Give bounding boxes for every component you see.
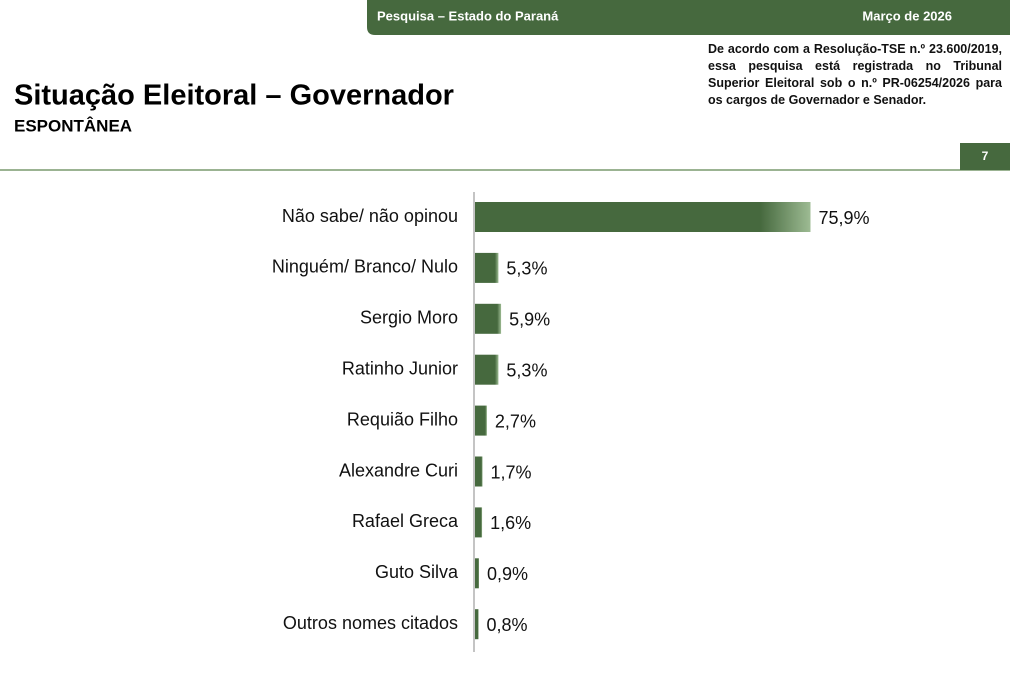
value-label: 5,3% — [506, 259, 547, 279]
bar — [475, 405, 487, 436]
page-number: 7 — [982, 149, 989, 163]
category-label: Alexandre Curi — [339, 460, 458, 480]
bar — [475, 507, 483, 538]
registration-note: De acordo com a Resolução-TSE n.º 23.600… — [708, 42, 1002, 107]
value-label: 5,9% — [509, 310, 550, 330]
bar — [475, 303, 502, 334]
category-label: Guto Silva — [375, 562, 459, 582]
bar — [475, 558, 479, 589]
category-label: Ratinho Junior — [342, 358, 458, 378]
value-label: 75,9% — [818, 208, 869, 228]
bar — [475, 202, 811, 232]
category-label: Não sabe/ não opinou — [282, 206, 458, 226]
category-label: Requião Filho — [347, 409, 458, 429]
chart-title: Situação Eleitoral – Governador — [14, 80, 454, 112]
page-box — [960, 143, 1010, 170]
category-label: Sergio Moro — [360, 308, 458, 328]
category-label: Outros nomes citados — [283, 613, 458, 633]
bar — [475, 252, 499, 283]
survey-label: Pesquisa – Estado do Paraná — [377, 8, 559, 23]
category-label: Ninguém/ Branco/ Nulo — [272, 257, 458, 277]
value-label: 2,7% — [495, 411, 536, 431]
value-label: 1,7% — [491, 462, 532, 482]
value-label: 5,3% — [506, 360, 547, 380]
header-bar — [367, 0, 1010, 35]
value-label: 0,8% — [487, 615, 528, 635]
bar — [475, 354, 499, 385]
value-label: 0,9% — [487, 564, 528, 584]
bar — [475, 609, 479, 640]
value-label: 1,6% — [490, 513, 531, 533]
survey-date: Março de 2026 — [862, 8, 952, 23]
bar — [475, 456, 483, 487]
category-label: Rafael Greca — [352, 511, 459, 531]
chart-subtitle: ESPONTÂNEA — [14, 116, 132, 135]
